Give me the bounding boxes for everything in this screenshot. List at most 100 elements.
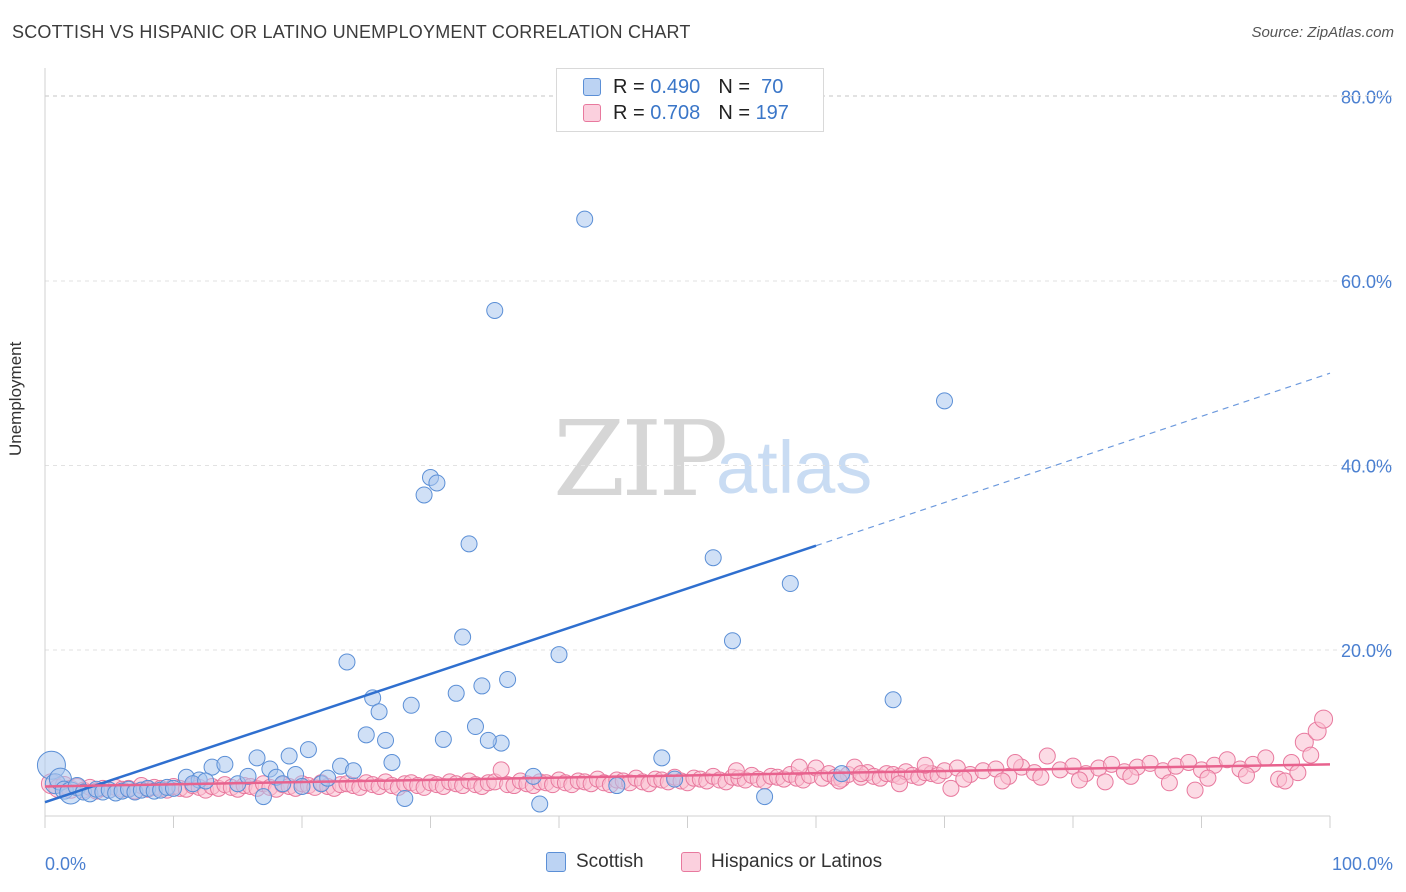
hispanic-point <box>942 779 960 797</box>
hispanic-point <box>1257 749 1275 767</box>
scottish-point <box>396 789 414 807</box>
hispanic-point <box>1302 746 1320 764</box>
watermark-atlas: atlas <box>716 426 873 509</box>
scottish-point <box>608 777 626 795</box>
legend-row-scottish: R = 0.490 N = 70 <box>583 75 783 99</box>
series-legend: Scottish Hispanics or Latinos <box>0 851 1406 879</box>
y-tick-label: 40.0% <box>1341 456 1392 476</box>
scottish-point <box>280 747 298 765</box>
chart-title: SCOTTISH VS HISPANIC OR LATINO UNEMPLOYM… <box>12 22 691 42</box>
scottish-point <box>434 730 452 748</box>
scottish-point <box>377 731 395 749</box>
hispanic-point <box>1038 747 1056 765</box>
hispanic-point <box>727 762 745 780</box>
hispanic-point <box>891 775 909 793</box>
hispanic-point <box>1276 772 1294 790</box>
hispanic-point <box>1096 773 1114 791</box>
hispanic-point <box>1070 771 1088 789</box>
scottish-point <box>254 788 272 806</box>
scottish-point <box>338 653 356 671</box>
hispanic-point <box>1186 781 1204 799</box>
hispanic-point <box>1218 751 1236 769</box>
series-swatch-hispanic <box>681 852 701 872</box>
scottish-point <box>460 535 478 553</box>
scottish-point <box>428 474 446 492</box>
scottish-point <box>486 301 504 319</box>
scottish-point <box>415 486 433 504</box>
hispanic-point <box>1314 709 1334 729</box>
legend-r-value-hispanic: 0.708 <box>650 101 701 124</box>
hispanic-point <box>1006 753 1024 771</box>
scottish-point <box>344 762 362 780</box>
scottish-point <box>370 703 388 721</box>
legend-row-hispanic: R = 0.708 N = 197 <box>583 101 789 125</box>
series-legend-hispanic[interactable]: Hispanics or Latinos <box>681 851 882 873</box>
legend-n-label-scottish: N = <box>718 75 750 98</box>
hispanic-point <box>955 770 973 788</box>
scottish-point <box>165 779 182 797</box>
scottish-point <box>531 795 549 813</box>
scottish-point <box>357 726 375 744</box>
scottish-point <box>781 575 799 593</box>
watermark-zip: ZIP <box>553 398 728 520</box>
series-label-hispanic: Hispanics or Latinos <box>711 851 883 872</box>
scottish-point <box>936 392 953 410</box>
scottish-point <box>197 772 215 790</box>
legend-r-label-scottish: R = <box>613 75 645 98</box>
scottish-point <box>216 755 234 773</box>
hispanic-point <box>993 772 1011 790</box>
y-tick-label: 20.0% <box>1341 641 1392 661</box>
legend-r-value-scottish: 0.490 <box>650 75 701 98</box>
scottish-point <box>454 628 472 646</box>
legend-swatch-hispanic <box>583 104 601 122</box>
scottish-point <box>723 632 741 650</box>
scottish-point <box>524 767 542 785</box>
hispanic-point <box>1032 768 1050 786</box>
scottish-point <box>402 696 420 714</box>
scottish-point <box>383 753 401 771</box>
legend-n-value-scottish: 70 <box>761 75 784 98</box>
chart-source: Source: ZipAtlas.com <box>1251 24 1394 41</box>
correlation-legend: R = 0.490 N = 70 R = 0.708 N = 197 <box>556 68 824 132</box>
hispanic-point <box>1199 769 1217 787</box>
scottish-point <box>299 741 317 759</box>
scottish-point <box>653 749 671 767</box>
hispanic-point <box>790 758 808 776</box>
hispanic-point <box>492 761 510 779</box>
scottish-point <box>447 684 465 702</box>
hispanic-point <box>1237 766 1255 784</box>
legend-n-label-hispanic: N = <box>718 101 750 124</box>
legend-swatch-scottish <box>583 78 601 96</box>
scottish-point <box>884 691 902 709</box>
scottish-point <box>756 788 774 806</box>
scottish-point <box>499 670 517 688</box>
hispanic-trendline <box>44 763 1331 788</box>
scottish-point <box>666 770 684 788</box>
hispanic-point <box>1289 764 1307 782</box>
scottish-point <box>248 749 266 767</box>
scottish-point <box>550 646 568 664</box>
scottish-trendline-extension <box>815 372 1331 547</box>
x-tick-label-max: 100.0% <box>1332 854 1393 874</box>
scottish-point <box>319 769 337 787</box>
y-tick-label: 60.0% <box>1341 272 1392 292</box>
legend-n-value-hispanic: 197 <box>755 101 789 124</box>
scottish-point <box>466 718 484 736</box>
legend-r-label-hispanic: R = <box>613 101 645 124</box>
scottish-point <box>479 731 497 749</box>
x-tick-label-min: 0.0% <box>45 854 86 874</box>
series-label-scottish: Scottish <box>576 851 644 872</box>
hispanic-point <box>916 756 934 774</box>
series-swatch-scottish <box>546 852 566 872</box>
scottish-point <box>473 677 491 695</box>
series-legend-scottish[interactable]: Scottish <box>546 851 644 873</box>
hispanic-point <box>1160 774 1178 792</box>
hispanic-point <box>1122 767 1140 785</box>
scottish-point <box>576 210 594 228</box>
scottish-trendline <box>44 544 817 804</box>
scottish-point <box>239 767 257 785</box>
hispanic-point <box>1064 757 1082 775</box>
y-tick-label: 80.0% <box>1341 87 1392 107</box>
scottish-point <box>704 549 722 567</box>
